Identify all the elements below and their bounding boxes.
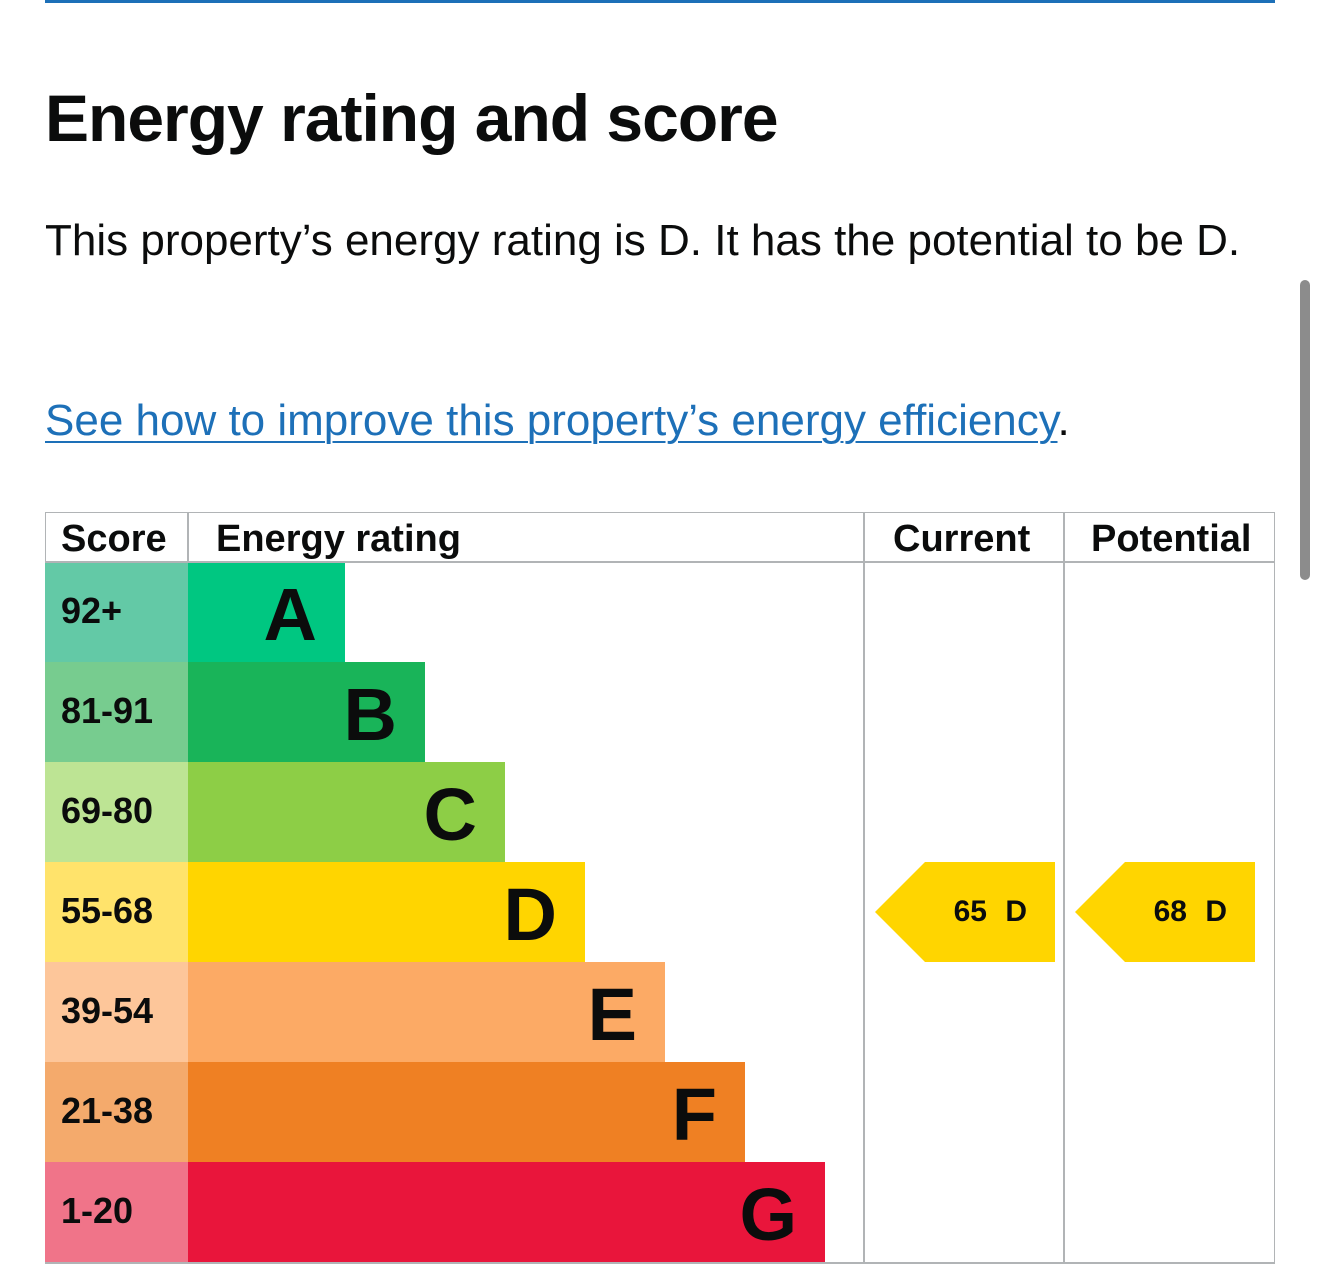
link-suffix: . (1057, 396, 1070, 445)
current-column-header: Current (893, 518, 1031, 560)
rating-letter: G (739, 1173, 797, 1256)
rating-letter: E (587, 973, 637, 1056)
potential-column-header: Potential (1091, 518, 1252, 560)
page-heading: Energy rating and score (45, 81, 779, 155)
score-range-cell: 21-38 (45, 1062, 188, 1162)
rating-band-row: 81-91 B (45, 662, 863, 762)
score-range-cell: 39-54 (45, 962, 188, 1062)
current-rating-value: 65 D (875, 892, 1055, 932)
score-range-cell: 81-91 (45, 662, 188, 762)
potential-rating-value: 68 D (1075, 892, 1255, 932)
rating-letter: A (263, 573, 317, 656)
rating-bar-e: E (188, 962, 665, 1062)
chart-bottom-border (45, 1262, 1275, 1264)
potential-score: 68 (1153, 895, 1187, 928)
current-letter: D (1005, 895, 1027, 928)
score-range: 21-38 (61, 1090, 154, 1131)
potential-letter: D (1205, 895, 1227, 928)
top-divider (45, 0, 1275, 3)
score-range: 55-68 (61, 890, 154, 931)
rating-letter: F (671, 1073, 717, 1156)
rating-bar-f: F (188, 1062, 745, 1162)
current-column-left-divider (863, 512, 865, 1264)
rating-band-row: 69-80 C (45, 762, 863, 862)
rating-band-row: 21-38 F (45, 1062, 863, 1162)
header-divider (45, 561, 1275, 563)
improve-efficiency-link[interactable]: See how to improve this property’s energ… (45, 396, 1058, 445)
score-range: 81-91 (61, 690, 154, 731)
score-range-cell: 55-68 (45, 862, 188, 962)
score-range-cell: 1-20 (45, 1162, 188, 1262)
rating-band-row: 39-54 E (45, 962, 863, 1062)
potential-column-left-divider (1063, 512, 1065, 1264)
score-range: 69-80 (61, 790, 154, 831)
rating-letter: C (423, 773, 477, 856)
page-scrollbar[interactable] (1300, 280, 1310, 580)
rating-bar-g: G (188, 1162, 825, 1262)
energy-rating-chart: Score Energy rating Current Potential 92… (45, 512, 1275, 1264)
improve-paragraph: See how to improve this property’s energ… (45, 392, 1070, 450)
score-range: 92+ (61, 590, 123, 631)
rating-bar-a: A (188, 562, 345, 662)
rating-letter: B (343, 673, 397, 756)
rating-band-row: 55-68 D (45, 862, 863, 962)
current-arrow-shape (875, 862, 1055, 962)
score-range: 1-20 (61, 1190, 134, 1231)
score-column-divider (187, 512, 189, 562)
rating-bar-c: C (188, 762, 505, 862)
rating-bar-d: D (188, 862, 585, 962)
rating-bar-b: B (188, 662, 425, 762)
rating-band-row: 1-20 G (45, 1162, 863, 1262)
score-range: 39-54 (61, 990, 154, 1031)
potential-arrow-shape (1075, 862, 1255, 962)
rating-summary: This property’s energy rating is D. It h… (45, 216, 1241, 265)
rating-letter: D (503, 873, 557, 956)
rating-column-header: Energy rating (216, 518, 461, 560)
rating-band-row: 92+ A (45, 562, 863, 662)
current-score: 65 (953, 895, 987, 928)
score-range-cell: 69-80 (45, 762, 188, 862)
score-range-cell: 92+ (45, 562, 188, 662)
score-column-header: Score (61, 518, 167, 560)
